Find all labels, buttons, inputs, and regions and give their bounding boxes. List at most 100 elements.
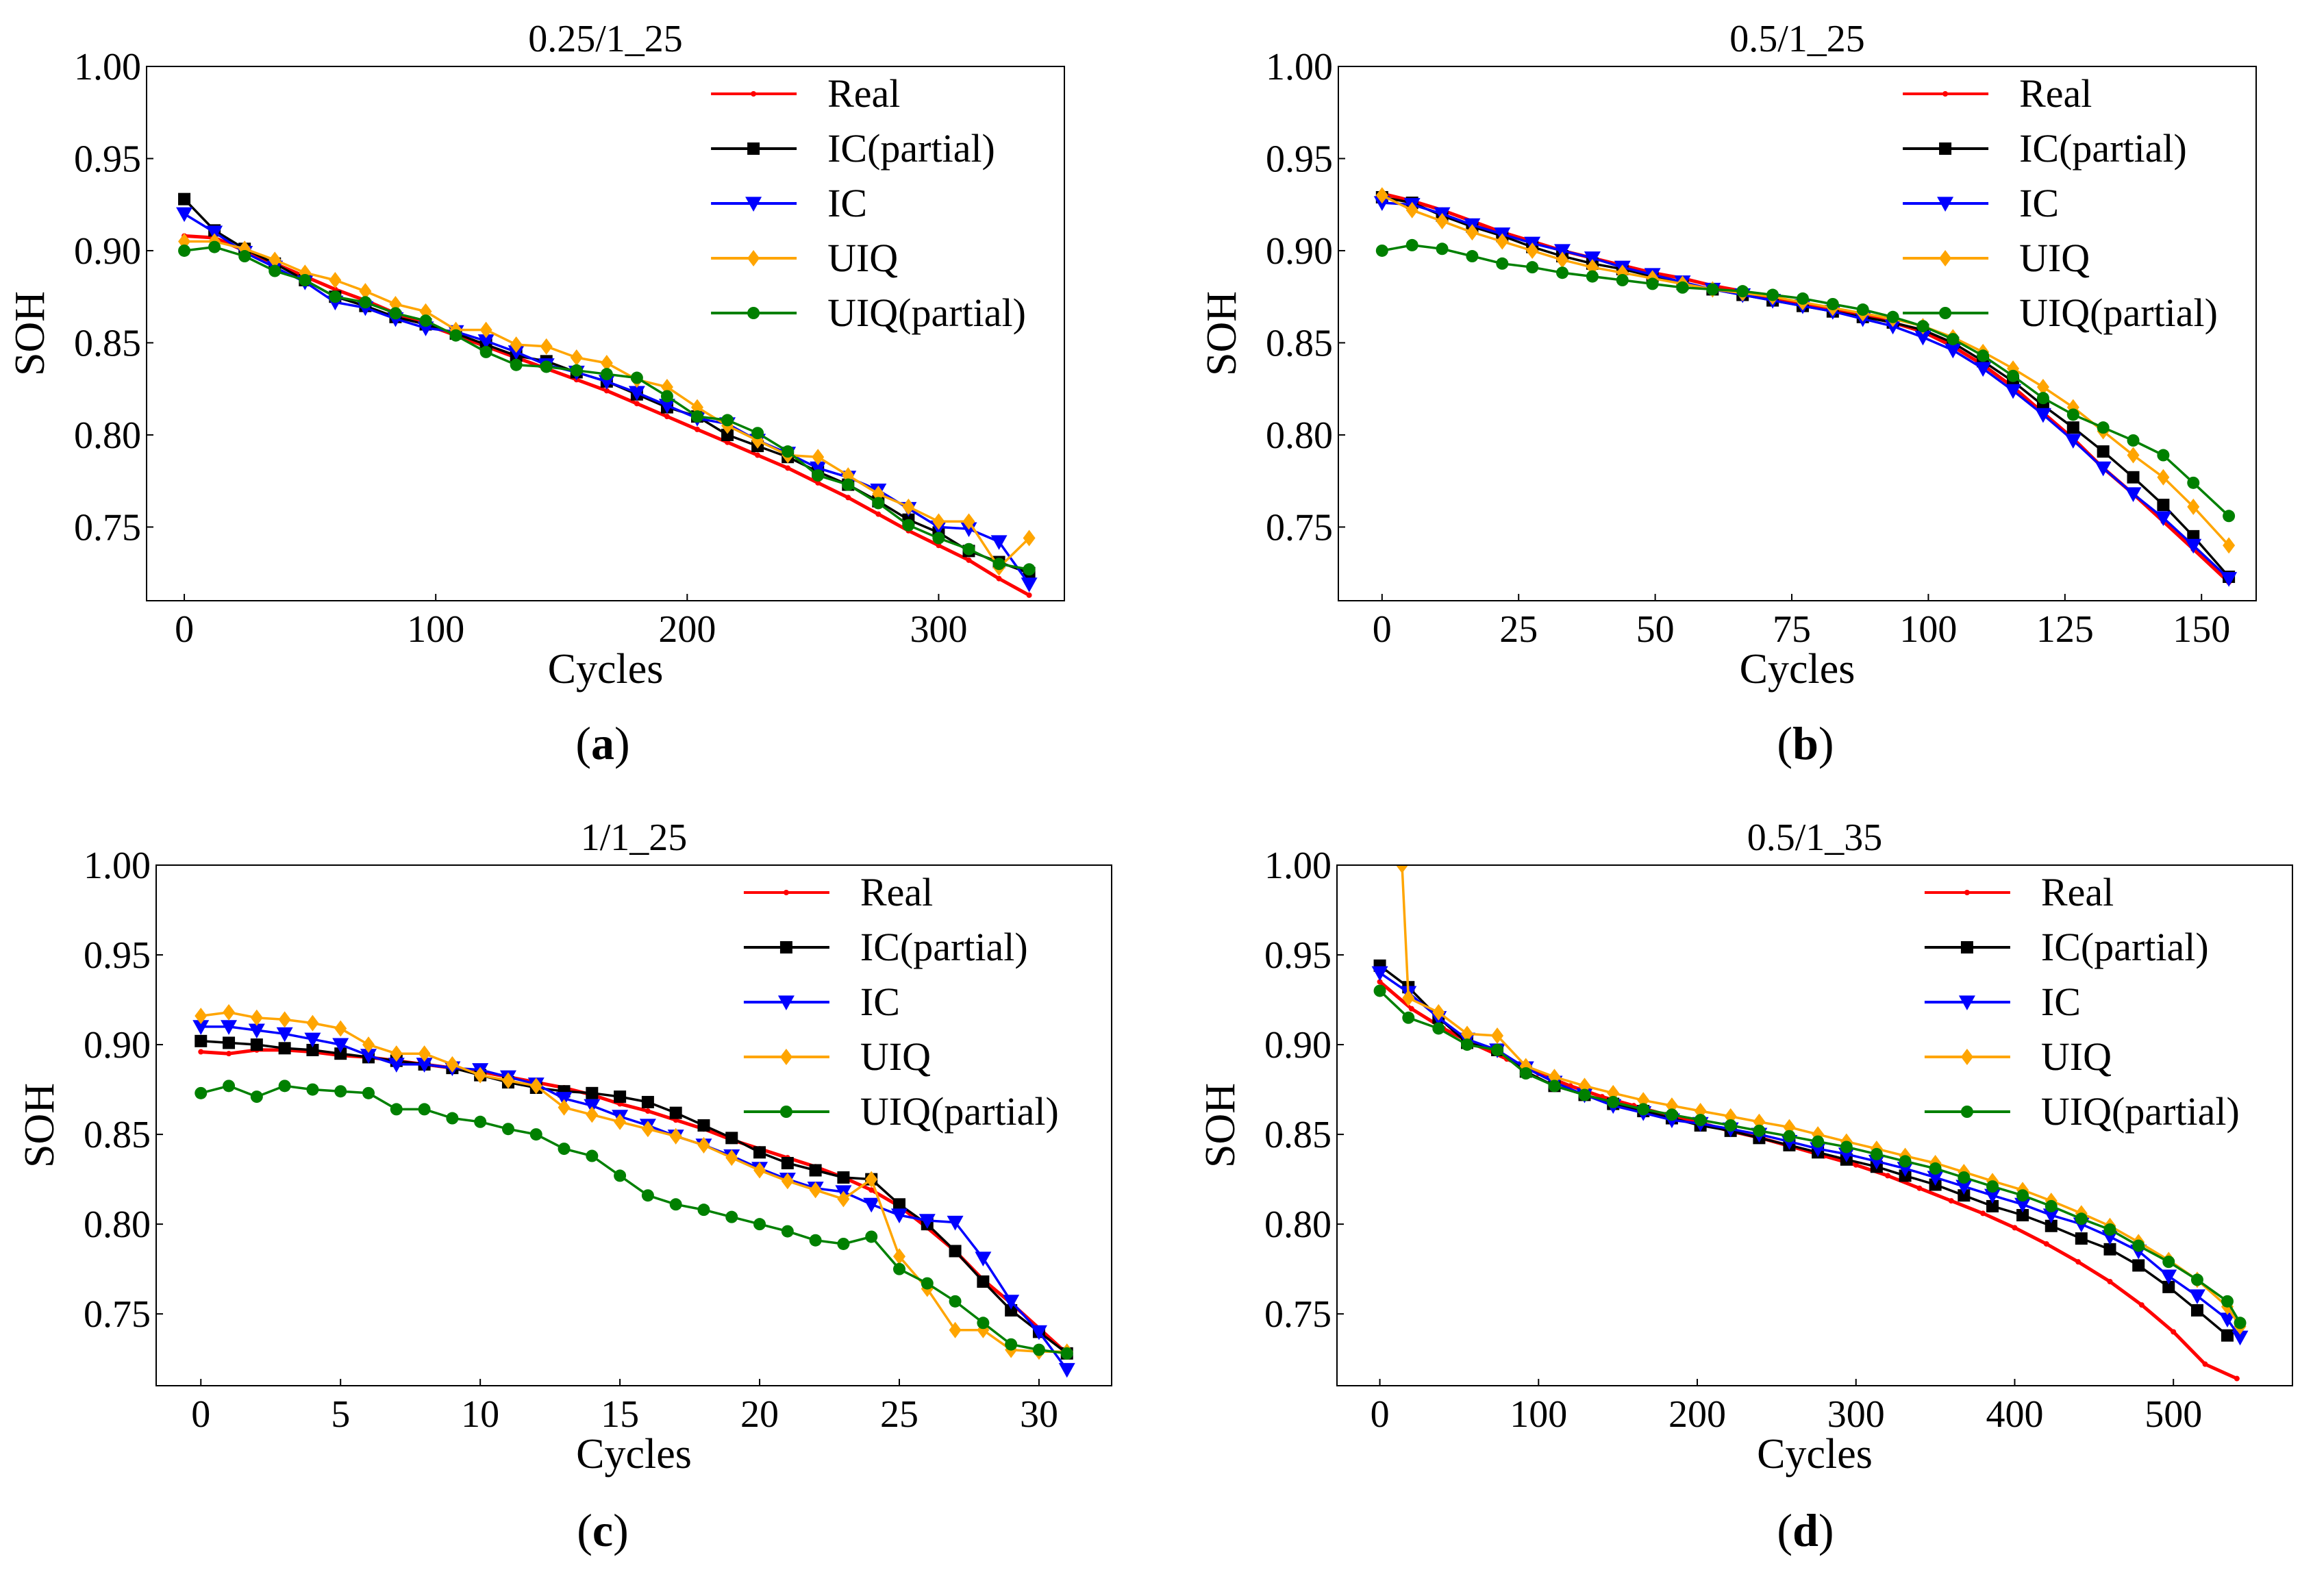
data-point-real xyxy=(2043,1240,2049,1247)
data-point-uiq-partial xyxy=(1812,1135,1825,1148)
data-point-uiq-partial xyxy=(865,1230,878,1243)
data-point-uiq-partial xyxy=(753,1218,766,1231)
panel-d: 0.5/1_35 0.75 0.80 0.85 0.90 0.95 1.00 0 100 200 3… xyxy=(1197,816,2293,1556)
legend-label-uiq: UIQ xyxy=(2041,1034,2112,1079)
legend-label-uiq: UIQ xyxy=(827,236,898,280)
data-point-ic-partial xyxy=(2097,445,2110,458)
legend-label-ic: IC xyxy=(2041,980,2081,1024)
legend-label-ic-partial: IC(partial) xyxy=(827,126,995,171)
data-point-uiq-partial xyxy=(1461,1038,1474,1051)
data-point-uiq-partial xyxy=(2066,408,2079,421)
data-point-uiq-partial xyxy=(1405,238,1418,251)
data-point-real xyxy=(996,575,1002,582)
data-point-uiq-partial xyxy=(250,1090,263,1104)
data-point-real xyxy=(1885,1173,1891,1179)
y-tick-label: 0.90 xyxy=(1264,1024,1331,1067)
data-point-uiq-partial xyxy=(2127,434,2140,447)
data-point-ic-partial xyxy=(278,1042,291,1055)
data-point-ic-partial xyxy=(697,1119,710,1132)
data-point-uiq xyxy=(697,1136,710,1154)
data-point-ic xyxy=(658,399,675,414)
axes-frame xyxy=(146,66,1065,601)
data-point-ic xyxy=(1584,251,1601,266)
data-point-uiq-partial xyxy=(586,1149,599,1162)
data-point-uiq-partial xyxy=(809,1234,822,1247)
data-point-real xyxy=(2234,1375,2240,1382)
y-axis-label: SOH xyxy=(16,1083,63,1168)
y-tick-label: 0.90 xyxy=(74,230,141,273)
data-point-real xyxy=(2012,1225,2018,1231)
data-point-uiq-partial xyxy=(697,1204,710,1217)
panel-caption: (b) xyxy=(1777,717,1834,769)
legend-marker-uiq xyxy=(779,1049,792,1065)
data-point-uiq xyxy=(902,498,915,515)
data-point-uiq xyxy=(812,449,825,466)
x-tick-label: 0 xyxy=(175,608,194,651)
data-point-uiq xyxy=(329,272,342,288)
data-point-real xyxy=(785,465,791,471)
x-tick-label: 100 xyxy=(407,608,464,651)
x-tick-label: 150 xyxy=(2173,608,2230,651)
legend-label-ic-partial: IC(partial) xyxy=(2019,126,2187,171)
data-point-ic xyxy=(1030,1325,1047,1341)
data-point-ic xyxy=(1945,343,1962,359)
data-point-uiq-partial xyxy=(721,414,734,427)
data-point-ic-partial xyxy=(2157,499,2170,512)
data-point-uiq-partial xyxy=(1496,257,1509,270)
data-point-uiq-partial xyxy=(2162,1256,2175,1269)
series-ic xyxy=(192,1020,1075,1378)
data-point-ic xyxy=(332,1038,349,1053)
series-uiq xyxy=(195,1003,1073,1360)
data-point-uiq-partial xyxy=(299,274,312,286)
data-point-uiq xyxy=(753,1162,766,1179)
data-point-ic-partial xyxy=(1958,1189,1971,1202)
data-point-uiq-partial xyxy=(1060,1347,1073,1360)
data-point-ic-partial xyxy=(669,1106,682,1119)
legend-marker-ic-partial xyxy=(1939,142,1952,155)
data-point-ic xyxy=(975,1251,992,1267)
data-point-uiq xyxy=(1466,224,1479,241)
x-tick-label: 200 xyxy=(658,608,716,651)
data-point-uiq-partial xyxy=(2132,1239,2145,1252)
y-axis-label: SOH xyxy=(7,291,53,376)
x-tick-label: 25 xyxy=(880,1393,918,1436)
data-point-ic-partial xyxy=(2075,1232,2088,1245)
legend-label-uiq: UIQ xyxy=(860,1034,931,1079)
data-point-ic xyxy=(1554,244,1571,259)
data-point-ic xyxy=(1955,1180,1973,1195)
data-point-uiq-partial xyxy=(691,410,703,423)
series-line-ic-partial xyxy=(1381,196,2230,578)
y-tick-label: 1.00 xyxy=(1266,46,1333,88)
x-axis-label: Cycles xyxy=(1757,1431,1873,1477)
y-tick-label: 0.90 xyxy=(1266,230,1333,273)
data-point-uiq xyxy=(362,1036,375,1053)
data-point-uiq xyxy=(2187,498,2200,515)
y-tick-label: 0.75 xyxy=(1264,1293,1331,1336)
data-point-real xyxy=(2075,1259,2081,1265)
data-point-uiq-partial xyxy=(669,1198,682,1211)
axes-frame xyxy=(1336,864,2293,1386)
data-point-uiq-partial xyxy=(630,371,643,384)
y-tick-label: 0.95 xyxy=(1266,138,1333,180)
x-tick-label: 75 xyxy=(1773,608,1811,651)
data-point-ic xyxy=(192,1020,210,1035)
data-point-uiq-partial xyxy=(1676,281,1689,294)
data-point-uiq-partial xyxy=(510,358,523,371)
series-line-uiq-partial xyxy=(1381,244,2230,517)
data-point-ic xyxy=(176,207,193,223)
chart-title: 0.5/1_25 xyxy=(1729,18,1865,60)
data-point-ic xyxy=(2155,511,2172,526)
data-point-uiq-partial xyxy=(2223,510,2236,523)
data-point-uiq xyxy=(1461,1025,1474,1043)
data-point-ic xyxy=(360,1049,377,1064)
data-point-uiq xyxy=(725,1149,738,1167)
panel-caption: (d) xyxy=(1777,1504,1834,1556)
data-point-uiq-partial xyxy=(751,427,764,440)
data-point-ic-partial xyxy=(2221,1329,2234,1342)
y-tick-label: 0.75 xyxy=(1266,506,1333,549)
data-point-uiq-partial xyxy=(1766,288,1779,301)
data-point-uiq xyxy=(278,1011,291,1028)
data-point-uiq xyxy=(2223,537,2236,554)
data-point-ic xyxy=(2218,1312,2236,1328)
data-point-uiq-partial xyxy=(501,1123,514,1136)
